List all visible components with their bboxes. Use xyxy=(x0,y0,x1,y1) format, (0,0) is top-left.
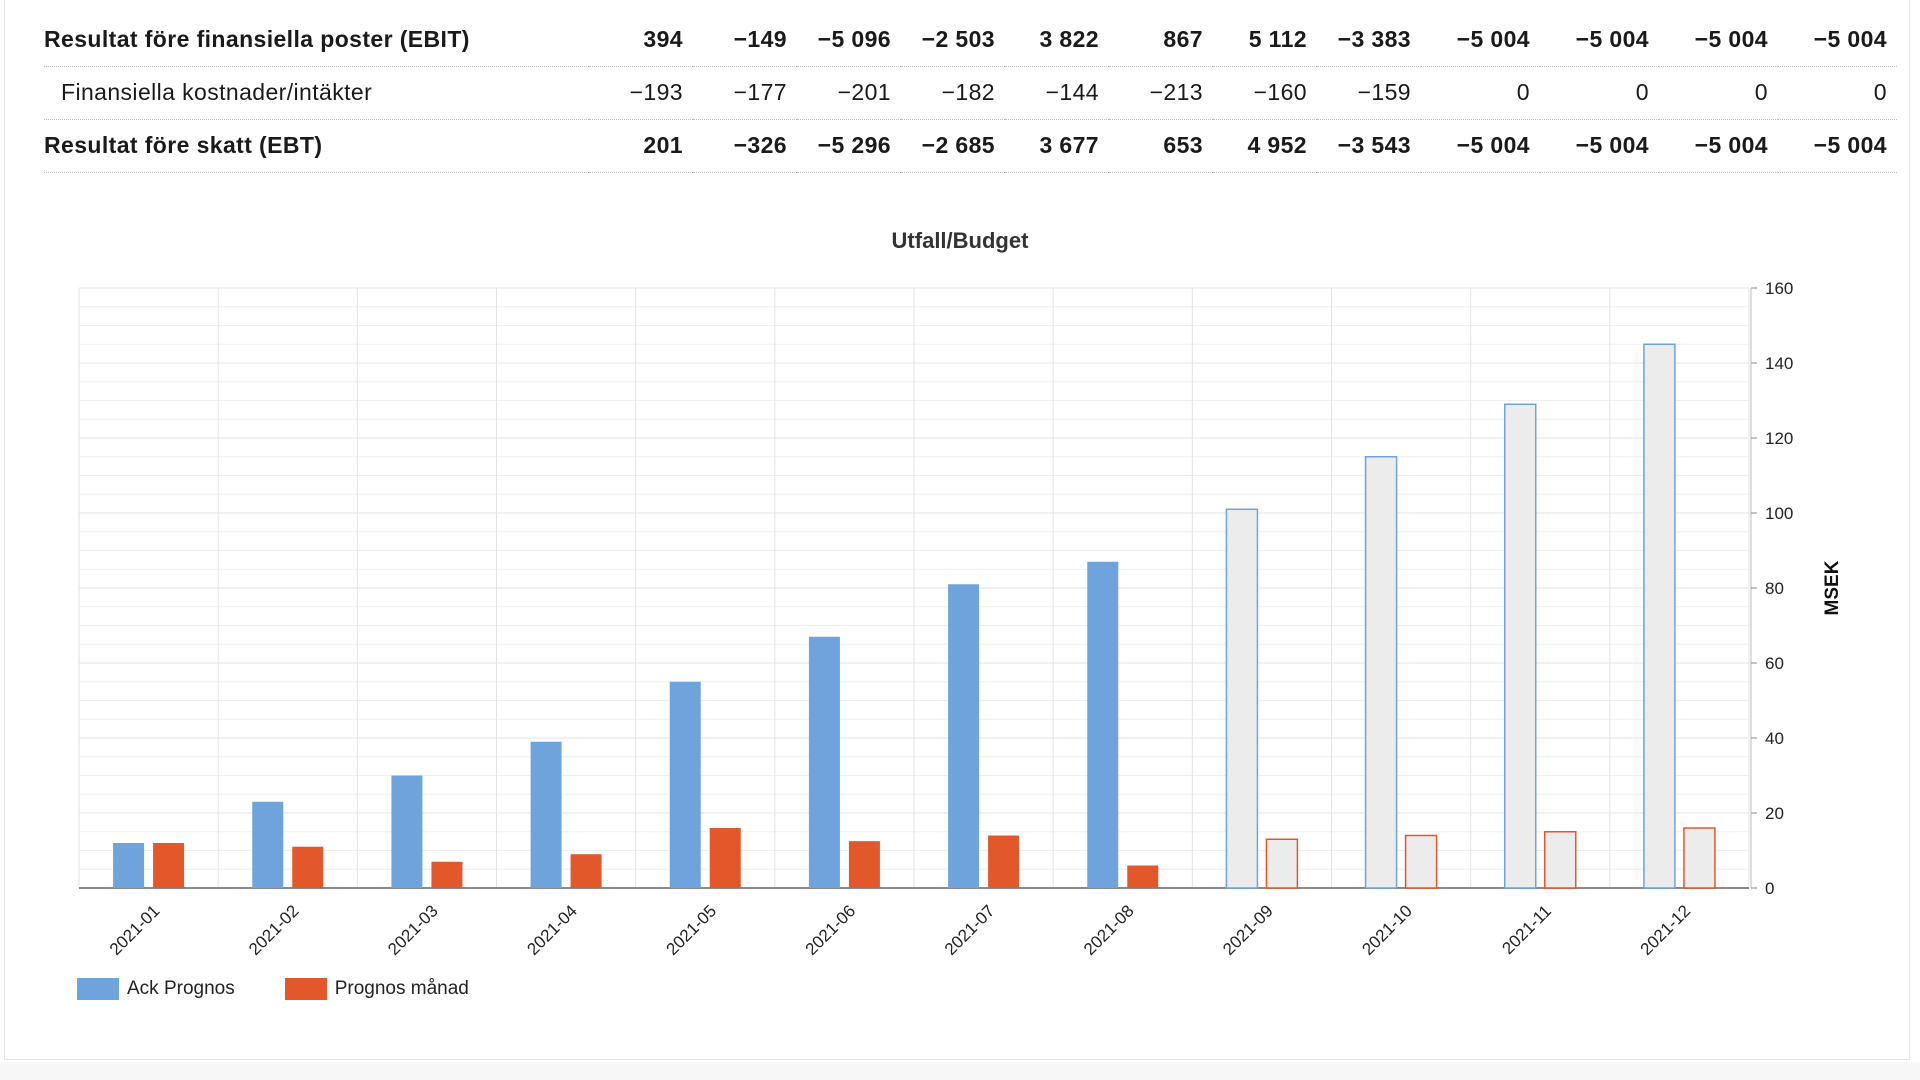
table-cell-value: −5 296 xyxy=(797,119,901,173)
bar-prognos-manad xyxy=(1544,831,1577,889)
page-bottom-strip xyxy=(0,1062,1920,1080)
table-cell-value: 3 677 xyxy=(1005,119,1109,173)
table-cell-value: −5 004 xyxy=(1540,119,1659,173)
bar-ack-prognos xyxy=(1225,508,1259,889)
table-cell-value: −177 xyxy=(693,66,797,120)
table-cell-value: −201 xyxy=(797,66,901,120)
table-cell-value: −3 543 xyxy=(1317,119,1421,173)
table-cell-value: 5 112 xyxy=(1213,13,1317,67)
table-cell-value: 201 xyxy=(589,119,693,173)
table-row: Resultat före finansiella poster (EBIT) 3… xyxy=(44,13,1897,67)
bar-prognos-manad xyxy=(153,843,185,888)
table-row: Resultat före skatt (EBT) 201 −326 −5 296 −2… xyxy=(44,119,1897,173)
table-cell-value: 4 952 xyxy=(1213,119,1317,173)
x-tick-label: 2021-03 xyxy=(384,901,442,959)
table-cell-value: −213 xyxy=(1109,66,1213,120)
bar-prognos-manad xyxy=(1127,865,1159,888)
bar-ack-prognos xyxy=(113,843,145,888)
bar-ack-prognos xyxy=(391,775,423,888)
legend-item-prognos-manad[interactable]: Prognos månad xyxy=(284,978,469,1000)
bar-ack-prognos xyxy=(669,681,701,888)
y-tick-label: 40 xyxy=(1765,729,1784,748)
table-cell-value: 0 xyxy=(1540,66,1659,120)
bar-prognos-manad xyxy=(709,828,741,888)
table-cell-value: 867 xyxy=(1109,13,1213,67)
legend-swatch-ack-prognos xyxy=(77,978,119,1000)
bar-ack-prognos xyxy=(1643,343,1676,889)
bar-prognos-manad xyxy=(1404,834,1438,889)
table-cell-value: 3 822 xyxy=(1005,13,1109,67)
x-tick-label: 2021-10 xyxy=(1358,901,1416,959)
row-label: Resultat före finansiella poster (EBIT) xyxy=(44,13,589,67)
table-cell-value: −149 xyxy=(693,13,797,67)
x-tick-label: 2021-11 xyxy=(1498,901,1555,958)
table-cell-value: −5 096 xyxy=(797,13,901,67)
bar-prognos-manad xyxy=(1265,838,1299,889)
table-cell-value: −5 004 xyxy=(1778,119,1897,173)
y-tick-label: 20 xyxy=(1765,804,1784,823)
y-axis-label: MSEK xyxy=(1822,560,1843,615)
table-cell-value: −5 004 xyxy=(1421,119,1540,173)
x-tick-label: 2021-04 xyxy=(523,901,581,959)
bar-prognos-manad xyxy=(848,841,880,888)
bar-prognos-manad xyxy=(292,846,324,888)
table-cell-value: −160 xyxy=(1213,66,1317,120)
y-tick-label: 160 xyxy=(1765,279,1793,298)
row-label: Finansiella kostnader/intäkter xyxy=(44,66,589,120)
table-cell-value: −5 004 xyxy=(1421,13,1540,67)
x-tick-label: 2021-09 xyxy=(1219,901,1277,959)
legend-label-ack-prognos: Ack Prognos xyxy=(127,978,235,999)
table-cell-value: −326 xyxy=(693,119,797,173)
x-tick-label: 2021-12 xyxy=(1637,901,1695,959)
x-tick-label: 2021-05 xyxy=(663,901,721,959)
bar-prognos-manad xyxy=(1683,827,1716,889)
bar-ack-prognos xyxy=(530,741,562,888)
bar-ack-prognos xyxy=(948,584,980,888)
table-cell-value: −5 004 xyxy=(1659,13,1778,67)
bar-ack-prognos xyxy=(1504,403,1537,889)
x-tick-label: 2021-07 xyxy=(941,901,999,959)
chart-title: Utfall/Budget xyxy=(891,228,1029,253)
x-tick-label: 2021-02 xyxy=(245,901,303,959)
bar-ack-prognos xyxy=(1364,456,1398,889)
table-cell-value: 0 xyxy=(1659,66,1778,120)
y-tick-label: 0 xyxy=(1765,879,1774,898)
bar-ack-prognos xyxy=(1087,561,1119,888)
bar-prognos-manad xyxy=(988,835,1020,888)
y-tick-label: 60 xyxy=(1765,654,1784,673)
bar-ack-prognos xyxy=(252,801,284,888)
table-row: Finansiella kostnader/intäkter −193 −177 −2… xyxy=(44,66,1897,120)
table-cell-value: −2 503 xyxy=(901,13,1005,67)
table-cell-value: −144 xyxy=(1005,66,1109,120)
table-cell-value: −5 004 xyxy=(1778,13,1897,67)
bar-ack-prognos xyxy=(808,636,840,888)
table-cell-value: −5 004 xyxy=(1659,119,1778,173)
table-cell-value: −2 685 xyxy=(901,119,1005,173)
bar-prognos-manad xyxy=(431,861,463,888)
row-label: Resultat före skatt (EBT) xyxy=(44,119,589,173)
table-cell-value: 0 xyxy=(1421,66,1540,120)
x-tick-label: 2021-08 xyxy=(1080,901,1138,959)
x-tick-label: 2021-01 xyxy=(106,901,164,959)
table-cell-value: 0 xyxy=(1778,66,1897,120)
table-cell-value: −182 xyxy=(901,66,1005,120)
table-cell-value: −159 xyxy=(1317,66,1421,120)
y-tick-label: 80 xyxy=(1765,579,1784,598)
y-tick-label: 140 xyxy=(1765,354,1793,373)
chart-legend: Ack Prognos Prognos månad xyxy=(77,978,519,1000)
bar-prognos-manad xyxy=(570,854,602,888)
table-cell-value: −5 004 xyxy=(1540,13,1659,67)
legend-swatch-prognos-manad xyxy=(284,978,327,1000)
table-cell-value: 653 xyxy=(1109,119,1213,173)
income-statement-table: Resultat före finansiella poster (EBIT) 3… xyxy=(44,13,1897,173)
table-cell-value: −3 383 xyxy=(1317,13,1421,67)
legend-label-prognos-manad: Prognos månad xyxy=(334,978,469,999)
table-cell-value: −193 xyxy=(589,66,693,120)
legend-item-ack-prognos[interactable]: Ack Prognos xyxy=(77,978,235,1000)
x-tick-label: 2021-06 xyxy=(802,901,860,959)
table-cell-value: 394 xyxy=(589,13,693,67)
y-tick-label: 120 xyxy=(1765,429,1793,448)
y-tick-label: 100 xyxy=(1765,504,1793,523)
